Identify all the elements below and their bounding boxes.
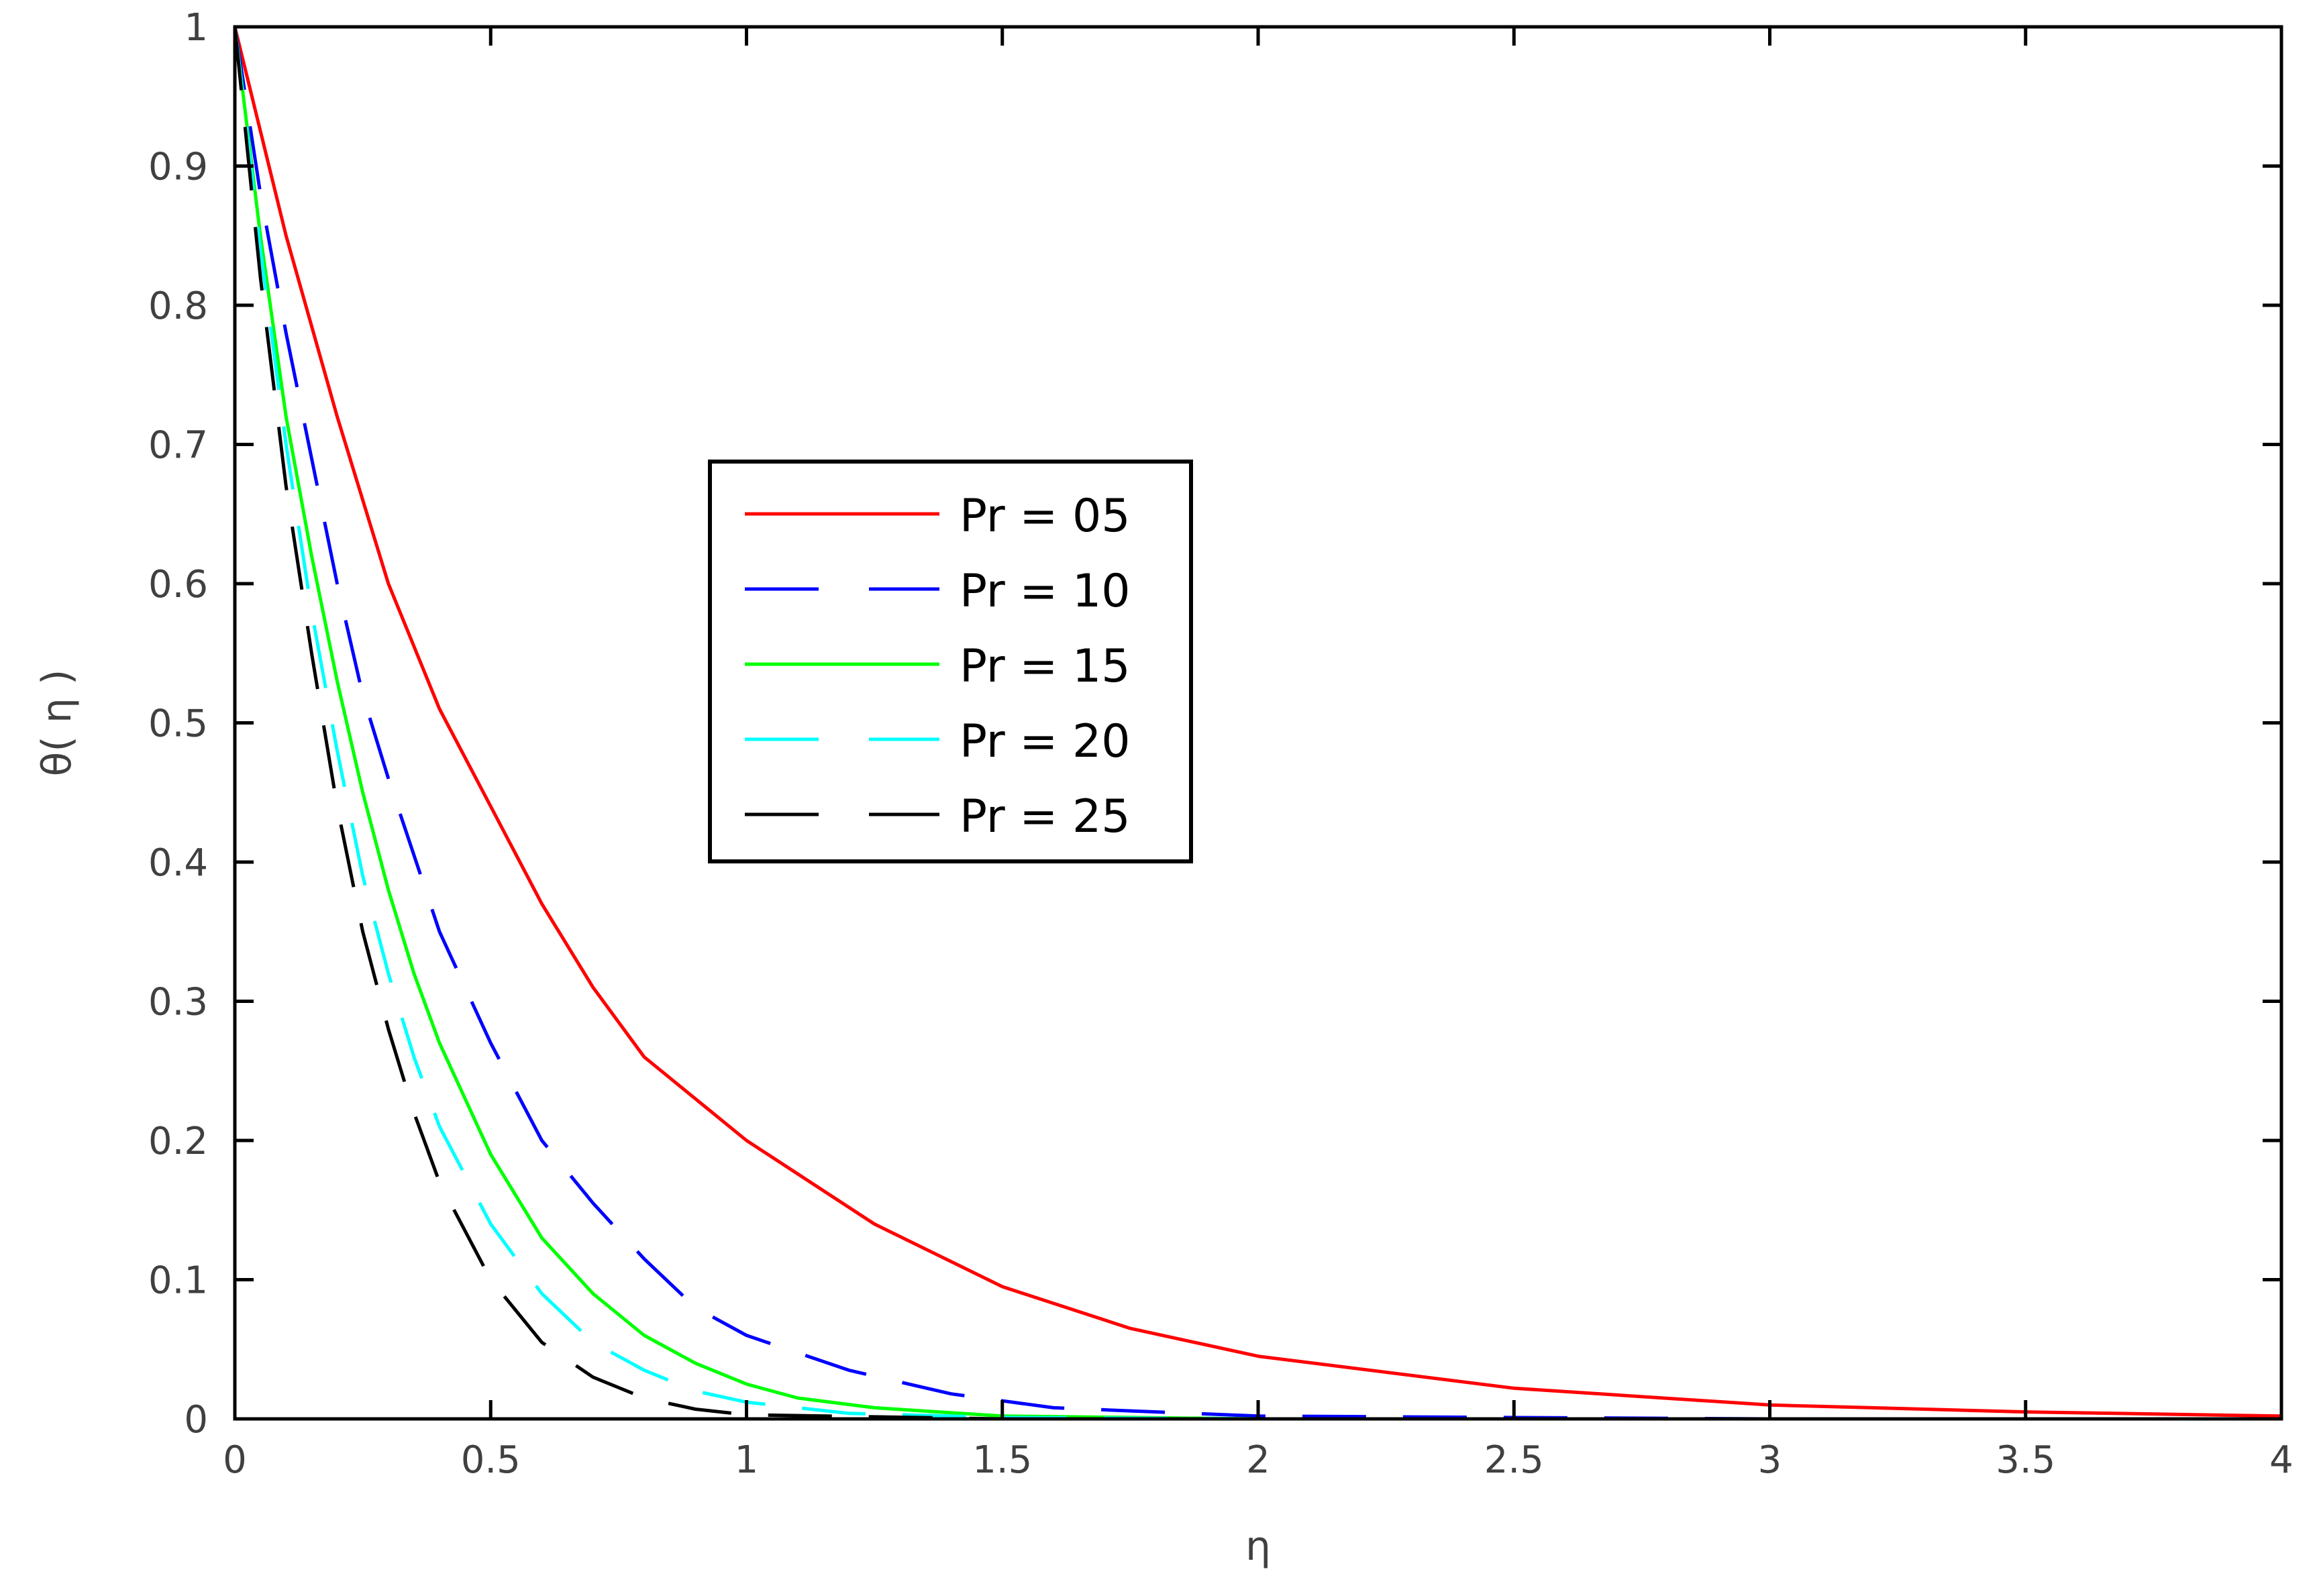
x-tick-label: 3 [1758, 1438, 1782, 1482]
legend-label-3: Pr = 15 [960, 640, 1131, 693]
series-line-4 [233, 26, 2281, 1421]
series-line-1 [233, 26, 2282, 1418]
x-tick-label: 3.5 [1996, 1438, 2055, 1482]
y-tick-label: 1 [184, 6, 208, 50]
series-line-2 [233, 26, 2281, 1421]
x-tick-label: 0 [223, 1438, 247, 1482]
legend: Pr = 05 Pr = 10 Pr = 15 Pr = 20 Pr = 25 [708, 460, 1193, 863]
y-tick-label: 0.3 [148, 981, 208, 1024]
y-tick-label: 0.6 [148, 563, 208, 606]
x-axis-label: η [1245, 1523, 1271, 1570]
y-tick-label: 0.9 [148, 146, 208, 189]
x-tick-label: 2.5 [1484, 1438, 1544, 1482]
legend-box [708, 460, 1193, 863]
y-tick-label: 0.5 [148, 702, 208, 746]
plot-frame [233, 25, 2283, 1421]
x-tick-label: 4 [2269, 1438, 2294, 1482]
y-tick-label: 0.7 [148, 424, 208, 468]
y-tick-label: 0.1 [148, 1259, 208, 1303]
y-tick-label: 0 [184, 1398, 208, 1442]
y-tick-label: 0.8 [148, 284, 208, 328]
legend-label-2: Pr = 10 [960, 565, 1131, 618]
x-tick-label: 0.5 [461, 1438, 521, 1482]
legend-label-1: Pr = 05 [960, 490, 1131, 543]
tick-labels-layer: 0 0.5 1 1.5 2 2.5 3 3.5 4 0 0.1 0.2 0.3 0.4 0.5 0.6 0.7 0… [148, 6, 2294, 1482]
x-tick-label: 1 [735, 1438, 759, 1482]
legend-label-4: Pr = 20 [960, 715, 1131, 768]
series-line-3 [233, 26, 2281, 1421]
x-tick-label: 2 [1246, 1438, 1270, 1482]
y-tick-label: 0.2 [148, 1120, 208, 1163]
y-tick-label: 0.4 [148, 841, 208, 885]
x-tick-label: 1.5 [972, 1438, 1032, 1482]
y-axis-label: θ( η ) [34, 670, 81, 777]
legend-label-5: Pr = 25 [960, 790, 1131, 843]
